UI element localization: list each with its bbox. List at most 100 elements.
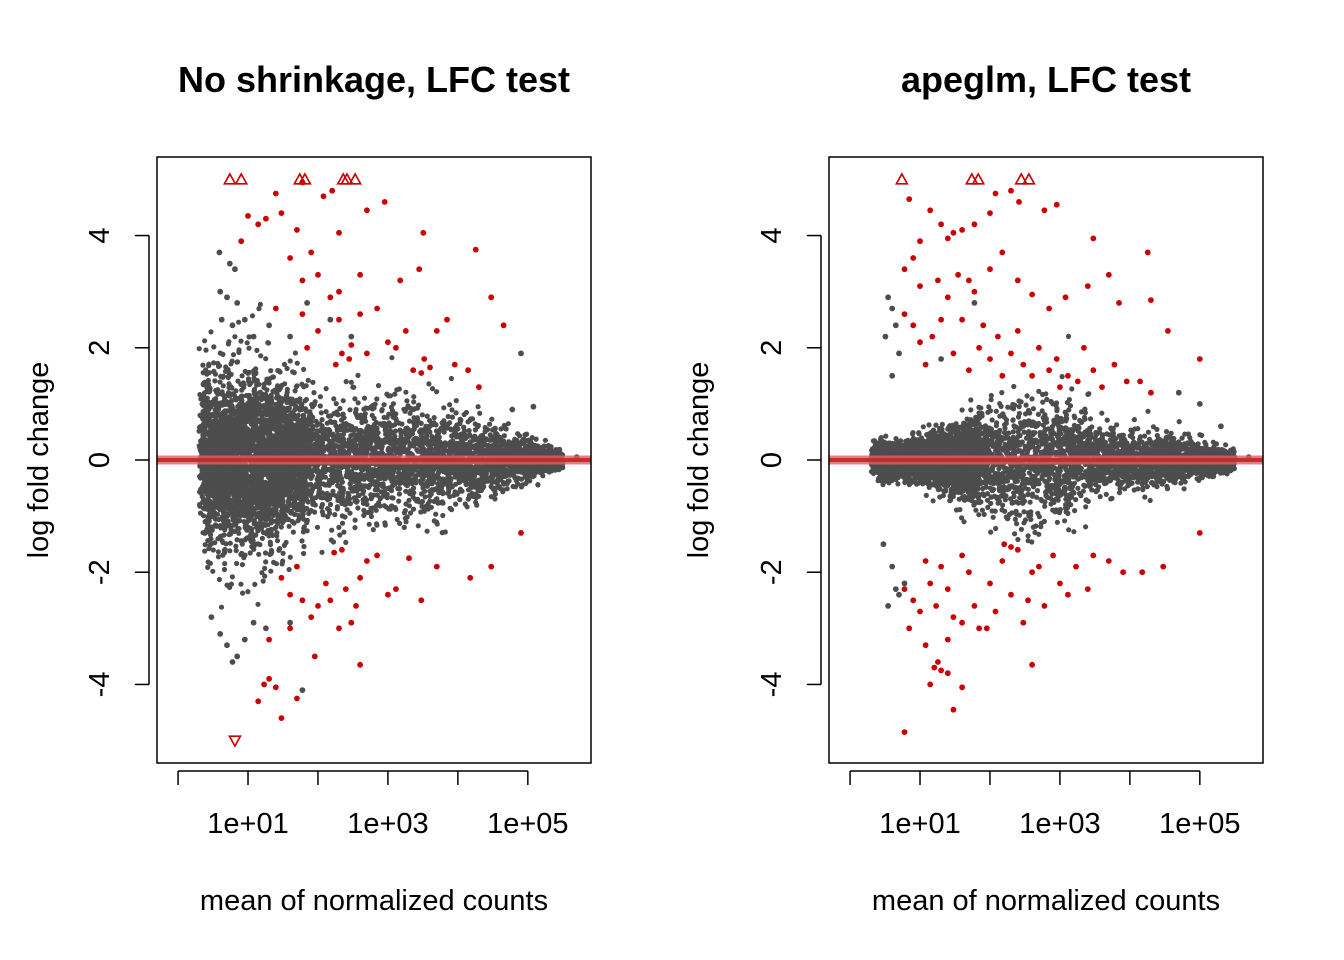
chart-title: No shrinkage, LFC test bbox=[178, 59, 570, 100]
gene-point bbox=[394, 516, 400, 523]
gene-point bbox=[206, 389, 212, 395]
gene-point bbox=[431, 415, 437, 421]
gene-point bbox=[289, 416, 295, 422]
gene-point bbox=[406, 497, 412, 503]
gene-point bbox=[326, 413, 332, 419]
gene-point bbox=[233, 543, 239, 549]
gene-point bbox=[270, 501, 276, 507]
gene-point bbox=[222, 561, 228, 567]
panel-no-shrinkage: No shrinkage, LFC test mean of normalize… bbox=[23, 59, 592, 917]
gene-point bbox=[403, 472, 410, 478]
gene-point bbox=[441, 405, 447, 411]
gene-point bbox=[239, 505, 245, 511]
gene-point bbox=[375, 383, 382, 389]
gene-point bbox=[196, 428, 202, 434]
gene-point bbox=[402, 508, 408, 514]
gene-point bbox=[233, 522, 239, 528]
gene-point bbox=[284, 365, 290, 372]
gene-point bbox=[227, 399, 233, 405]
gene-point bbox=[222, 368, 229, 374]
gene-point bbox=[286, 523, 292, 529]
gene-point bbox=[384, 414, 390, 421]
gene-point bbox=[278, 524, 284, 530]
gene-point bbox=[478, 468, 484, 475]
gene-point bbox=[313, 418, 319, 424]
gene-point bbox=[415, 523, 421, 529]
gene-point bbox=[238, 393, 244, 399]
gene-point bbox=[303, 408, 309, 414]
gene-point bbox=[349, 469, 355, 475]
gene-point bbox=[205, 564, 211, 571]
gene-point bbox=[227, 531, 233, 537]
gene-point bbox=[470, 493, 476, 499]
gene-point bbox=[257, 301, 263, 307]
gene-point bbox=[337, 427, 343, 433]
gene-point bbox=[265, 340, 272, 346]
gene-point bbox=[210, 400, 216, 406]
gene-point bbox=[353, 406, 359, 413]
gene-point bbox=[450, 469, 456, 475]
gene-point bbox=[370, 527, 376, 533]
gene-point bbox=[251, 395, 258, 402]
gene-point bbox=[218, 441, 224, 447]
gene-point bbox=[323, 409, 329, 415]
gene-point bbox=[309, 488, 315, 494]
gene-point bbox=[226, 339, 232, 345]
gene-point bbox=[227, 540, 233, 546]
gene-point bbox=[453, 501, 459, 507]
gene-point bbox=[333, 401, 339, 407]
gene-point bbox=[212, 378, 218, 384]
gene-point bbox=[515, 431, 521, 437]
gene-point bbox=[533, 436, 539, 442]
gene-point bbox=[362, 411, 368, 417]
gene-point bbox=[304, 528, 310, 534]
gene-point bbox=[314, 524, 321, 530]
gene-point bbox=[361, 488, 367, 494]
gene-point bbox=[251, 546, 257, 552]
gene-point bbox=[225, 375, 231, 381]
gene-point bbox=[394, 387, 400, 393]
gene-point bbox=[266, 502, 272, 509]
gene-point bbox=[236, 530, 242, 536]
gene-point bbox=[355, 372, 361, 378]
gene-point bbox=[201, 394, 207, 400]
gene-point bbox=[476, 479, 482, 485]
y-axis-label: log fold change bbox=[23, 362, 55, 559]
gene-point bbox=[210, 568, 216, 574]
gene-point bbox=[319, 549, 325, 555]
gene-point bbox=[361, 395, 368, 401]
gene-point bbox=[337, 532, 343, 538]
gene-point bbox=[501, 433, 507, 439]
gene-point bbox=[433, 511, 439, 517]
gene-point bbox=[233, 426, 240, 432]
gene-point bbox=[422, 494, 428, 500]
gene-point bbox=[211, 344, 217, 350]
gene-point bbox=[434, 496, 440, 502]
gene-point bbox=[520, 482, 526, 488]
gene-point bbox=[462, 501, 468, 507]
gene-point bbox=[337, 405, 343, 412]
gene-point bbox=[292, 388, 298, 394]
gene-point bbox=[385, 447, 391, 453]
gene-point bbox=[410, 494, 416, 500]
gene-point bbox=[290, 411, 297, 417]
gene-point bbox=[256, 306, 262, 312]
gene-point bbox=[401, 524, 407, 531]
gene-point bbox=[317, 394, 323, 400]
gene-point bbox=[500, 489, 506, 495]
gene-point bbox=[226, 381, 232, 387]
gene-point bbox=[274, 391, 280, 397]
gene-point bbox=[220, 374, 226, 380]
gene-point bbox=[470, 451, 476, 457]
gene-point bbox=[522, 432, 528, 438]
gene-point bbox=[434, 389, 440, 395]
gene-point bbox=[379, 408, 385, 414]
gene-point bbox=[217, 350, 223, 356]
gene-point bbox=[423, 423, 429, 429]
gene-point bbox=[431, 518, 437, 524]
gene-point bbox=[293, 384, 299, 390]
gene-point bbox=[246, 345, 252, 351]
gene-point bbox=[301, 384, 307, 390]
